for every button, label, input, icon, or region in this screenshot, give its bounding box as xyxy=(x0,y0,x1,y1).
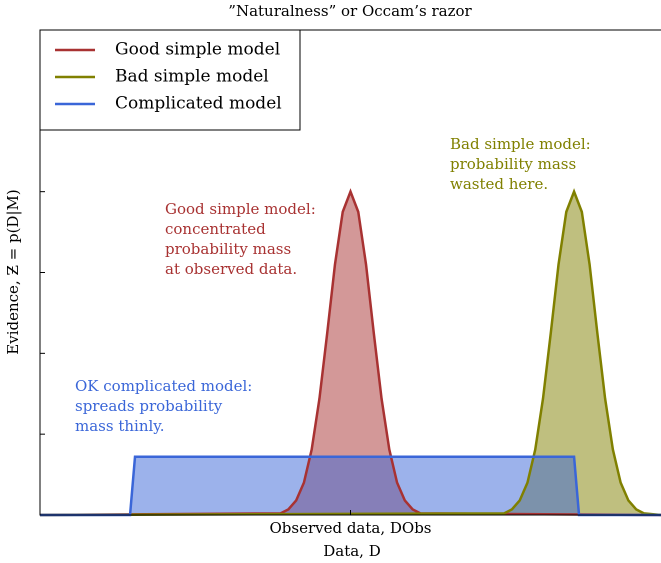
x-axis-label: Data, D xyxy=(323,542,381,560)
annotation: mass thinly. xyxy=(75,417,165,435)
annotation: probability mass xyxy=(165,240,291,258)
area xyxy=(40,191,661,515)
line xyxy=(39,188,661,517)
line xyxy=(39,188,661,517)
area xyxy=(40,191,661,515)
annotation: probability mass xyxy=(450,155,576,173)
annotation: concentrated xyxy=(165,220,266,238)
annotation: Bad simple model: xyxy=(450,135,591,153)
y-axis-label: Evidence, Ƶ = p(D|M) xyxy=(4,189,22,354)
annotation: Good simple model: xyxy=(165,200,316,218)
annotation: spreads probability xyxy=(75,397,223,415)
x-tick-label: Observed data, DObs xyxy=(269,519,431,537)
area xyxy=(40,456,661,515)
legend-label: Bad simple model xyxy=(115,67,269,87)
legend-box xyxy=(39,29,301,131)
annotation: wasted here. xyxy=(450,175,548,193)
annotation: OK complicated model: xyxy=(75,377,252,395)
legend-label: Good simple model xyxy=(115,40,280,60)
legend-label: Complicated model xyxy=(115,94,282,114)
chart-title: ”Naturalness” or Occam’s razor xyxy=(228,2,472,20)
annotation: at observed data. xyxy=(165,260,297,278)
